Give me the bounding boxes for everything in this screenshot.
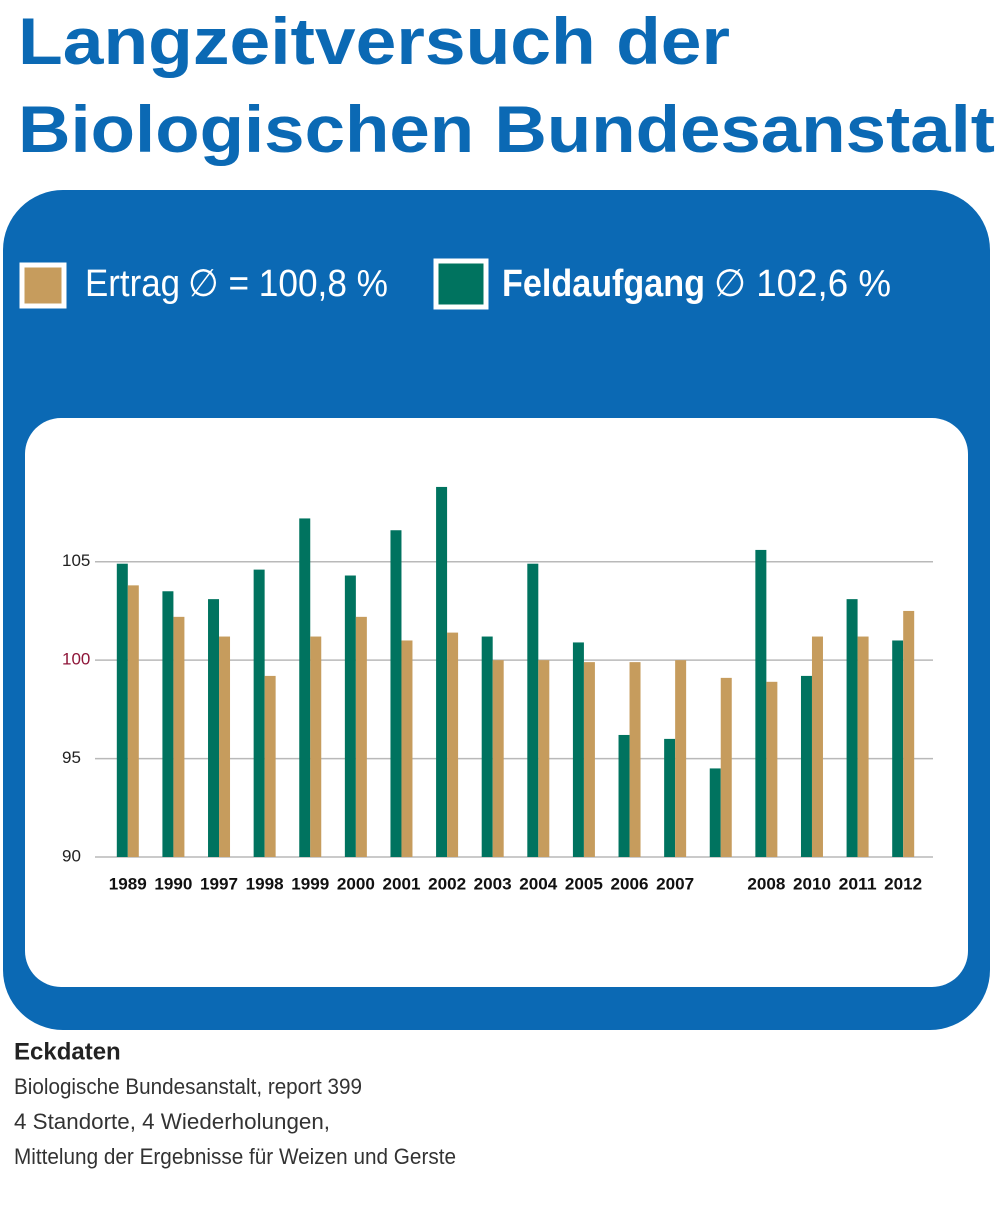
x-tick-label: 2001 <box>382 874 420 893</box>
bar <box>299 518 311 857</box>
y-tick-label: 100 <box>62 650 90 669</box>
bar <box>173 616 185 857</box>
bar <box>219 636 231 857</box>
x-tick-label: 2011 <box>839 874 877 893</box>
x-tick-label: 1999 <box>291 874 329 893</box>
bar <box>572 642 584 857</box>
bar <box>264 675 276 857</box>
chart-title: Biologischen Bundesanstalt <box>18 92 995 166</box>
legend-average: ∅ 102,6 % <box>714 263 891 305</box>
bar <box>447 632 459 857</box>
bar <box>755 549 767 857</box>
bar <box>355 616 367 857</box>
bar <box>344 575 356 857</box>
footer-line: Biologische Bundesanstalt, report 399 <box>14 1074 362 1099</box>
bar <box>857 636 869 857</box>
bar <box>800 675 812 857</box>
bar <box>538 660 550 857</box>
x-tick-label: 1997 <box>200 874 238 893</box>
bar <box>811 636 823 857</box>
x-tick-label: 2006 <box>611 874 649 893</box>
x-tick-label: 2012 <box>884 874 922 893</box>
bar <box>618 734 630 857</box>
y-tick-label: 105 <box>62 551 90 570</box>
y-tick-label: 90 <box>62 846 81 865</box>
x-tick-label: 2008 <box>747 874 785 893</box>
legend-average: ∅ = 100,8 % <box>188 263 388 305</box>
legend-swatch <box>433 258 489 310</box>
x-tick-label: 2010 <box>793 874 831 893</box>
x-tick-label: 2000 <box>337 874 375 893</box>
bar <box>310 636 322 857</box>
legend-swatch <box>19 262 67 309</box>
bar <box>720 677 732 857</box>
bar <box>401 640 413 857</box>
bar <box>629 662 641 857</box>
footer-line: Mittelung der Ergebnisse für Weizen und … <box>14 1144 456 1169</box>
bar <box>481 636 493 857</box>
bar <box>436 486 448 857</box>
x-tick-label: 2004 <box>519 874 558 893</box>
x-tick-label: 2007 <box>656 874 694 893</box>
bar <box>116 563 128 857</box>
legend-label: Feldaufgang <box>502 263 705 305</box>
x-tick-label: 2005 <box>565 874 603 893</box>
legend-label: Ertrag <box>85 263 180 305</box>
y-tick-label: 95 <box>62 748 81 767</box>
bar <box>253 569 265 857</box>
bar <box>675 660 687 857</box>
bar <box>583 662 595 857</box>
bar <box>527 563 539 857</box>
chart-title: Langzeitversuch der <box>18 4 730 78</box>
footer-line: 4 Standorte, 4 Wiederholungen, <box>14 1109 330 1134</box>
bar <box>390 530 402 857</box>
x-tick-label: 1989 <box>109 874 147 893</box>
bar <box>162 591 174 857</box>
bar <box>846 599 858 857</box>
x-tick-label: 1990 <box>154 874 192 893</box>
bar <box>709 768 721 857</box>
bar <box>127 585 139 857</box>
bar <box>903 610 915 857</box>
x-tick-label: 2003 <box>474 874 512 893</box>
bar <box>664 738 676 857</box>
bar <box>492 660 504 857</box>
bar <box>208 599 220 857</box>
bar <box>892 640 904 857</box>
x-tick-label: 2002 <box>428 874 466 893</box>
x-tick-label: 1998 <box>246 874 284 893</box>
bar <box>766 681 778 857</box>
footer-heading: Eckdaten <box>14 1038 121 1065</box>
